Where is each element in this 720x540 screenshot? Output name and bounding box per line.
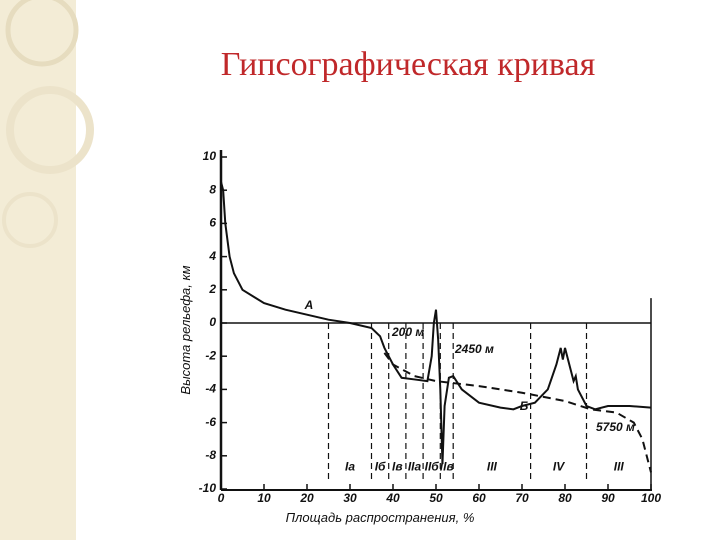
zone-label: Iв [392,460,403,474]
side-strip [0,0,76,540]
series-line [383,352,652,473]
y-tick-label: -4 [205,382,216,396]
zone-label: IIб [425,460,440,474]
y-tick-label: 2 [208,282,216,296]
annotation: 2450 м [454,342,494,356]
y-tick-label: -10 [199,481,217,495]
annotation: 5750 м [596,420,635,434]
x-tick-label: 20 [299,491,314,505]
x-tick-label: 30 [343,491,357,505]
series-label: А [304,298,314,312]
annotation: 200 м [391,325,424,339]
x-tick-label: 10 [257,491,271,505]
y-axis-label: Высота рельефа, км [178,265,193,394]
decor-circle [5,0,79,67]
x-tick-label: 60 [472,491,486,505]
x-tick-label: 80 [558,491,572,505]
zone-label: III [614,460,625,474]
x-tick-label: 40 [385,491,400,505]
zone-label: Iб [375,460,386,474]
zone-label: III [487,460,498,474]
y-tick-label: 6 [209,216,216,230]
series-label: Б [520,399,529,413]
y-tick-label: -6 [205,415,216,429]
x-tick-label: 70 [515,491,529,505]
x-tick-label: 50 [429,491,443,505]
x-tick-label: 90 [601,491,615,505]
x-tick-label: 0 [218,491,225,505]
y-tick-label: 4 [208,249,216,263]
y-tick-label: 10 [203,149,217,163]
zone-label: IIа [408,460,422,474]
slide-title: Гипсографическая кривая [221,46,596,83]
decor-circle [6,86,94,174]
y-tick-label: -8 [205,448,216,462]
x-tick-label: 100 [641,491,661,505]
y-tick-label: 8 [209,182,216,196]
y-tick-label: -2 [205,348,216,362]
decor-circle [2,192,58,248]
zone-label: Iа [345,460,355,474]
y-tick-label: 0 [209,315,216,329]
series-line [220,181,652,465]
x-axis-label: Площадь распространения, % [286,510,475,525]
zone-label: IV [553,460,565,474]
